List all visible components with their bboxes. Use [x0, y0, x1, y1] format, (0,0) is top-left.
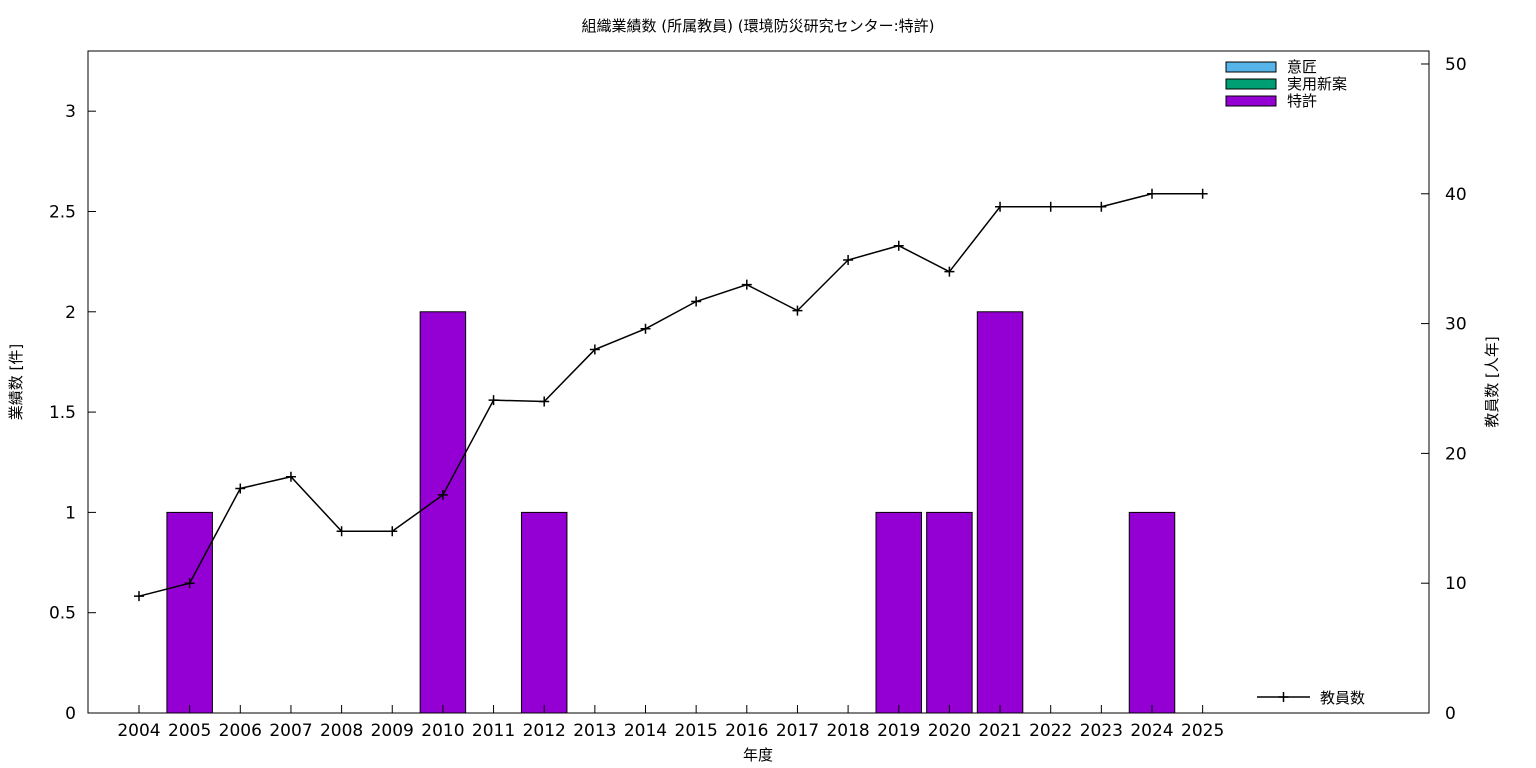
x-axis-label: 年度: [743, 746, 773, 764]
y2-tick-label: 20: [1445, 444, 1467, 464]
faculty-point-2021: [995, 201, 1006, 212]
faculty-point-2015: [691, 296, 702, 307]
bar-2010: [419, 311, 467, 714]
chart-title: 組織業績数 (所属教員) (環境防災研究センター:特許): [581, 17, 934, 35]
bar-2024: [1128, 511, 1176, 714]
x-tick-label: 2013: [573, 721, 616, 741]
faculty-line-group: [134, 188, 1208, 602]
y-tick-label: 0.5: [49, 604, 76, 624]
y2-tick-label: 30: [1445, 315, 1467, 335]
x-tick-label: 2022: [1029, 721, 1072, 741]
faculty-point-2013: [589, 344, 600, 355]
x-tick-label: 2005: [168, 721, 211, 741]
bar-2005: [166, 511, 213, 714]
faculty-point-2011: [488, 395, 499, 406]
y2-tick-label: 40: [1445, 185, 1467, 205]
legend-label: 実用新案: [1287, 75, 1347, 93]
faculty-point-2022: [1045, 201, 1056, 212]
faculty-point-2004: [134, 591, 144, 602]
faculty-point-2016: [741, 279, 752, 290]
y-tick-label: 0: [65, 704, 76, 724]
faculty-line: [138, 193, 1203, 597]
x-tick-label: 2012: [523, 721, 566, 741]
y-tick-label: 3: [65, 102, 76, 122]
faculty-point-2009: [387, 526, 398, 537]
plot-frame: [87, 50, 1430, 714]
x-tick-label: 2006: [219, 721, 262, 741]
legend-swatch-意匠: [1225, 61, 1277, 73]
faculty-point-2010: [437, 489, 448, 500]
legend-label: 意匠: [1287, 58, 1317, 76]
y2-tick-label: 50: [1445, 55, 1467, 75]
y-axis-label: 業績数 [件]: [7, 344, 25, 420]
legend-line-marker: [1278, 692, 1289, 702]
y2-axis-label: 教員数 [人年]: [1483, 336, 1501, 427]
faculty-point-2014: [640, 323, 651, 334]
x-tick-label: 2020: [928, 721, 971, 741]
y-tick-label: 1: [65, 503, 76, 523]
y-tick-label: 2: [65, 303, 76, 323]
faculty-point-2006: [235, 483, 246, 494]
x-tick-label: 2025: [1181, 721, 1224, 741]
x-tick-label: 2016: [725, 721, 768, 741]
x-tick-label: 2015: [675, 721, 718, 741]
x-tick-label: 2014: [624, 721, 667, 741]
faculty-point-2020: [944, 266, 955, 277]
x-tick-label: 2008: [320, 721, 363, 741]
x-tick-label: 2024: [1130, 721, 1173, 741]
x-tick-label: 2019: [877, 721, 920, 741]
faculty-point-2012: [539, 396, 550, 407]
y-tick-label: 1.5: [49, 403, 76, 423]
x-tick-label: 2011: [472, 721, 515, 741]
bar-2021: [976, 311, 1024, 714]
y-axis-ticks: 0 0.5 1 1.5 2 2.5 3: [49, 102, 96, 724]
faculty-point-2018: [843, 254, 854, 265]
bar-2020: [926, 511, 973, 714]
faculty-point-2024: [1147, 188, 1157, 199]
faculty-point-2019: [893, 240, 904, 251]
faculty-point-2025: [1197, 188, 1208, 199]
x-tick-label: 2023: [1080, 721, 1123, 741]
y2-axis-ticks: 0 10 20 30 40 50: [1421, 55, 1467, 724]
x-tick-label: 2010: [421, 721, 464, 741]
y2-tick-label: 0: [1445, 704, 1456, 724]
bar-2019: [875, 511, 922, 714]
legend-swatch-実用新案: [1225, 78, 1277, 90]
y-tick-label: 2.5: [49, 202, 76, 222]
legend-label: 教員数: [1320, 689, 1365, 707]
x-axis-ticks: 2004 2005 2006 2007 2008 2009 2010 2011 2012 2013…: [117, 705, 1224, 741]
legend-swatch-特許: [1225, 95, 1277, 107]
x-tick-label: 2004: [117, 721, 160, 741]
legend-label: 特許: [1287, 92, 1317, 110]
faculty-point-2005: [184, 578, 195, 589]
x-tick-label: 2017: [776, 721, 819, 741]
x-tick-label: 2009: [371, 721, 414, 741]
x-tick-label: 2021: [978, 721, 1021, 741]
bars-group: [166, 311, 1176, 714]
x-tick-label: 2018: [826, 721, 869, 741]
y2-tick-label: 10: [1445, 574, 1467, 594]
faculty-point-2023: [1096, 201, 1107, 212]
faculty-point-2007: [285, 471, 296, 482]
faculty-point-2017: [792, 305, 803, 316]
x-tick-label: 2007: [269, 721, 312, 741]
bar-2012: [520, 511, 568, 714]
faculty-point-2008: [336, 526, 347, 537]
